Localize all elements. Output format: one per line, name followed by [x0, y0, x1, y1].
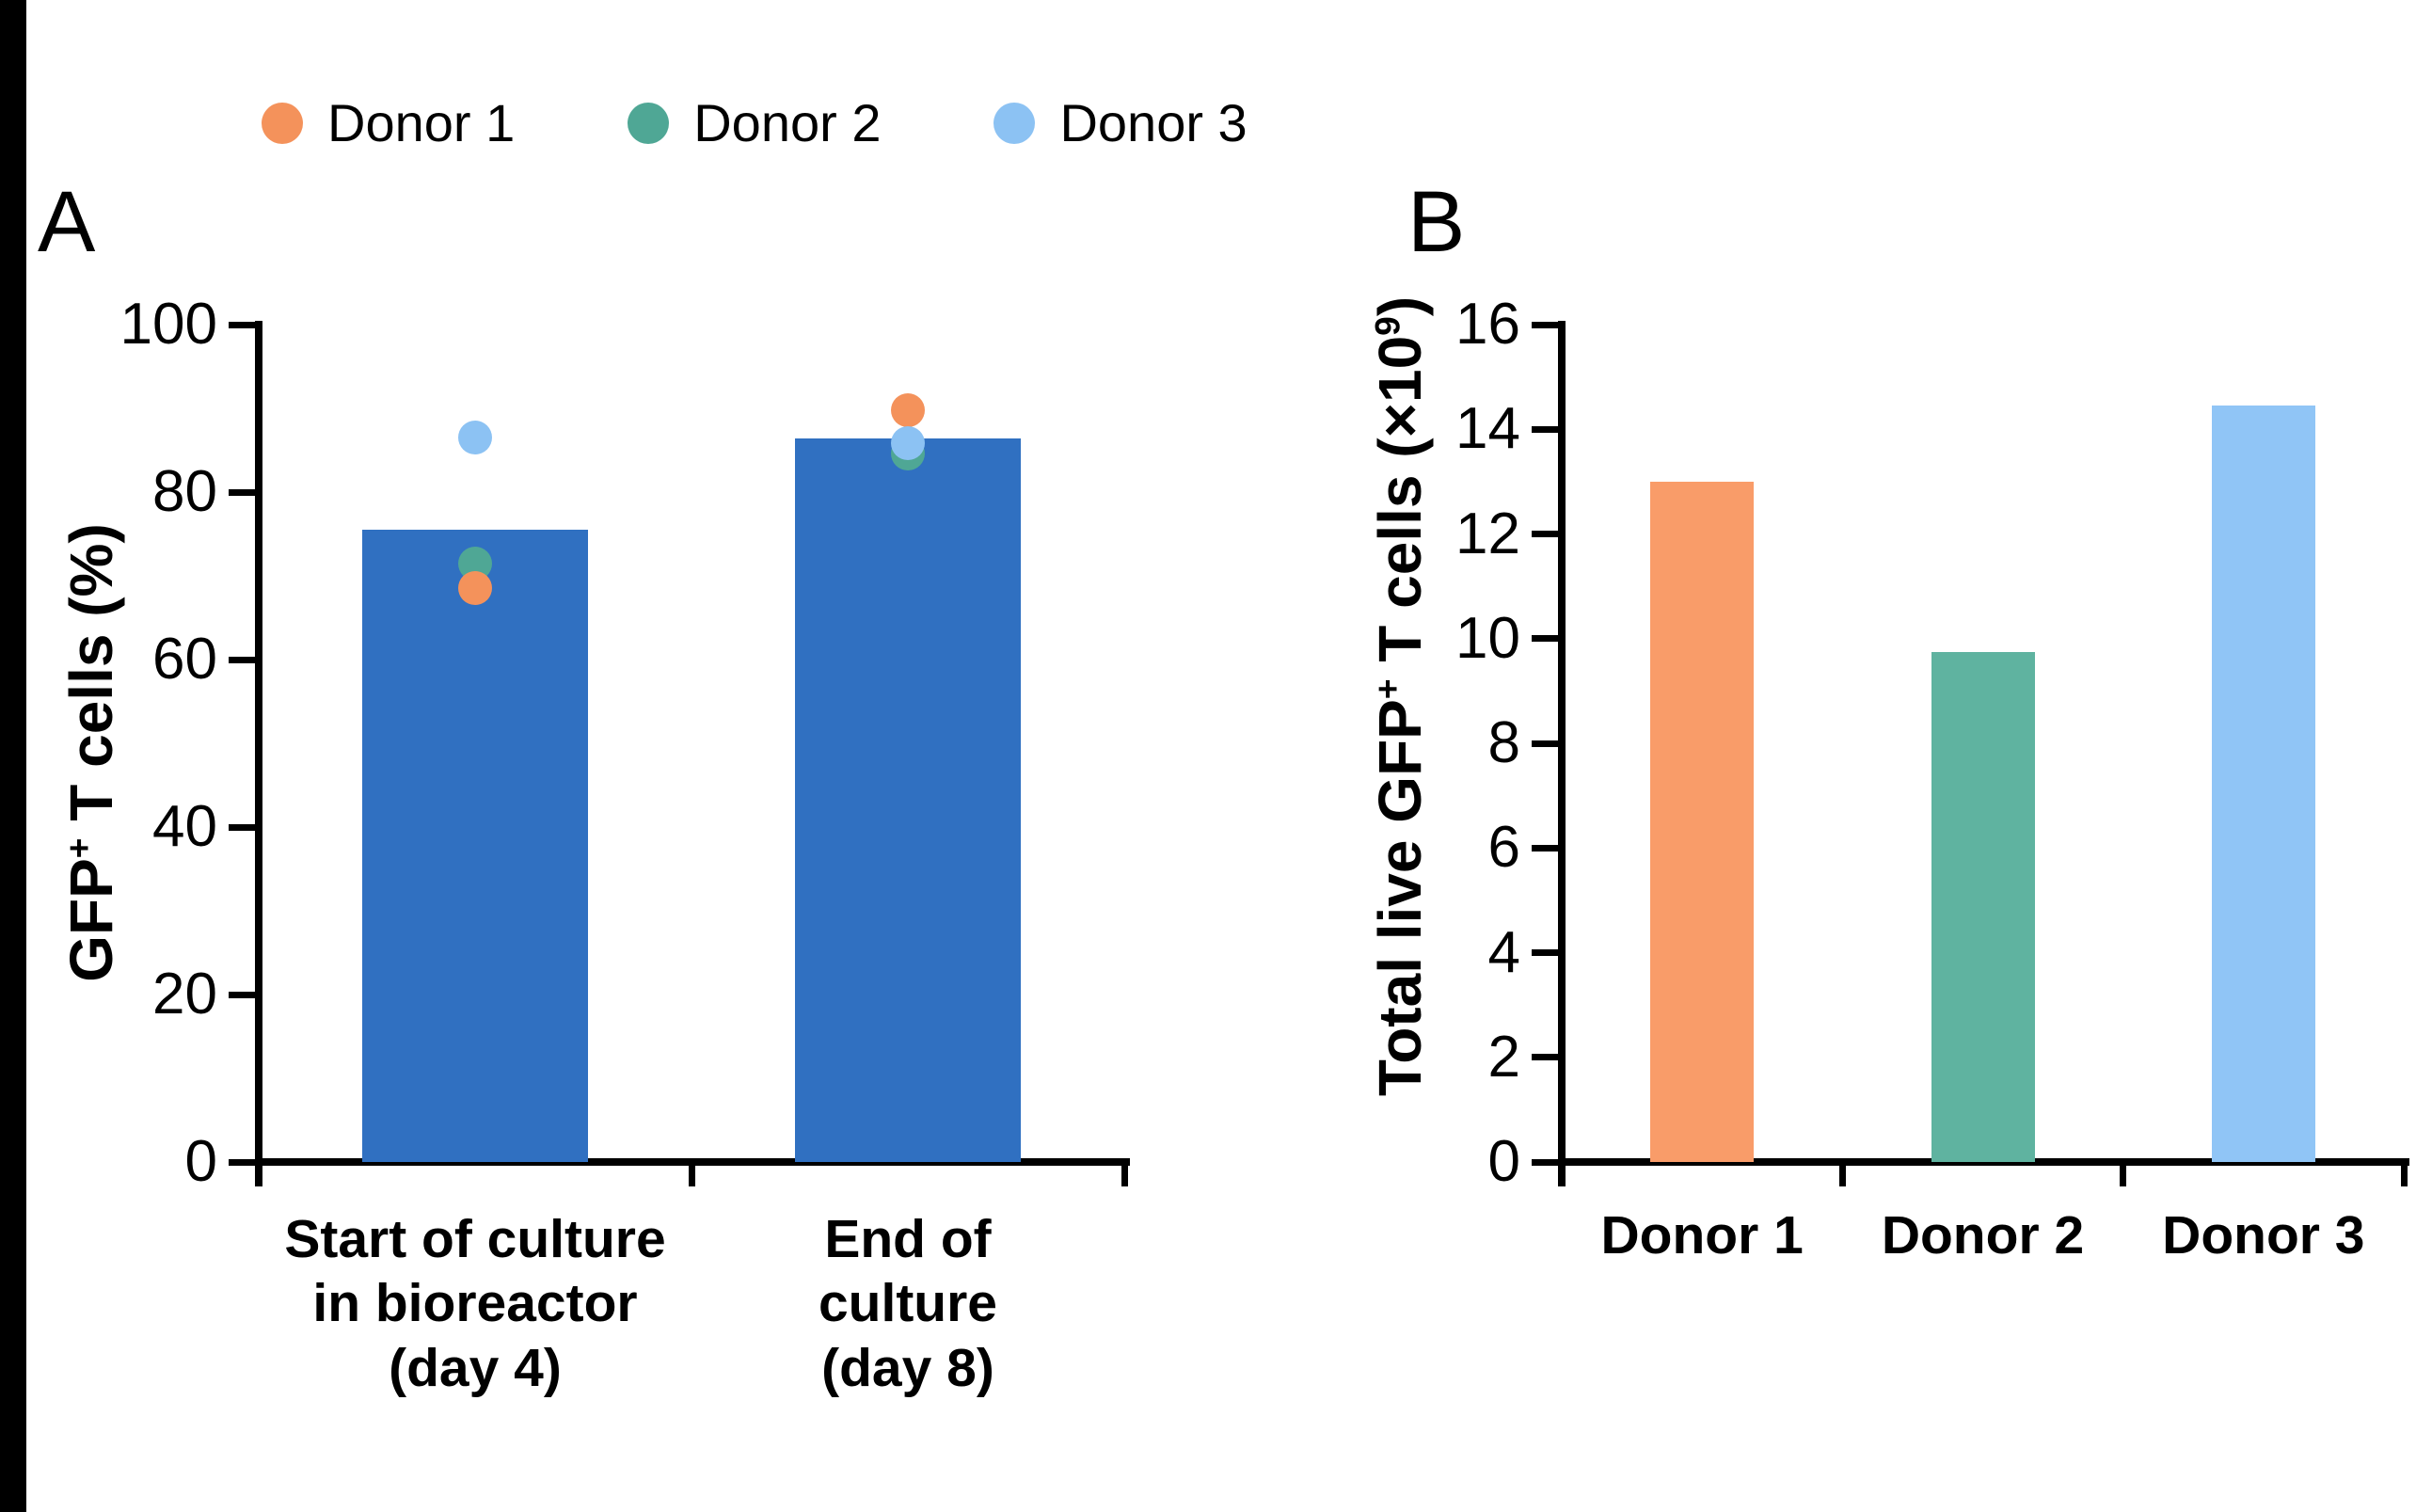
- y-tick: [229, 656, 259, 663]
- legend-item-label: Donor 3: [1059, 93, 1248, 152]
- legend-item: Donor 3: [993, 93, 1248, 152]
- y-tick: [229, 488, 259, 496]
- y-axis-title: GFP+ T cells (%): [57, 523, 125, 982]
- y-tick: [1532, 1054, 1562, 1061]
- y-tick-label: 2: [1487, 1024, 1520, 1090]
- panel-a-chart: 0 20 40 60 80 100 Start of culture in bioreact…: [57, 295, 1130, 1398]
- y-tick: [1532, 531, 1562, 537]
- y-tick-label: 14: [1455, 396, 1520, 462]
- category-label: Start of culture in bioreactor (day 4): [284, 1209, 666, 1398]
- y-axis-title-superscript: +: [1367, 678, 1407, 700]
- y-tick: [1532, 740, 1562, 747]
- data-point: [458, 421, 492, 455]
- data-point: [891, 426, 925, 461]
- data-point: [891, 392, 925, 427]
- y-tick: [1532, 321, 1562, 328]
- y-tick-label: 4: [1487, 919, 1520, 985]
- bar: [2211, 406, 2315, 1162]
- category-label: Donor 2: [1881, 1205, 2085, 1265]
- y-tick-label: 16: [1455, 292, 1520, 357]
- x-tick: [2120, 1158, 2127, 1186]
- y-tick-label: 80: [152, 459, 217, 524]
- y-tick-label: 20: [152, 962, 217, 1027]
- panel-b-letter: B: [1407, 174, 1466, 270]
- x-tick: [1838, 1158, 1846, 1186]
- y-axis-title-text: T cells (%): [57, 523, 125, 838]
- y-tick: [1532, 425, 1562, 433]
- x-tick: [255, 1158, 262, 1186]
- x-tick: [1558, 1158, 1566, 1186]
- bar: [1650, 481, 1755, 1162]
- left-black-strip: [0, 0, 26, 1512]
- y-tick-label: 40: [152, 794, 217, 859]
- legend-marker-icon: [628, 103, 670, 144]
- y-tick: [1532, 949, 1562, 956]
- x-tick: [688, 1158, 695, 1186]
- x-tick: [2400, 1158, 2408, 1186]
- y-tick: [1532, 1158, 1562, 1166]
- y-tick: [229, 991, 259, 998]
- panel-b-chart: 0 2 4 6 8 10 12 14 16 Donor 1 Donor 2 Donor 3 Total …: [1366, 295, 2409, 1265]
- category-label: End of culture (day 8): [818, 1209, 998, 1398]
- legend-item-label: Donor 2: [693, 93, 882, 152]
- y-tick-label: 0: [184, 1129, 217, 1194]
- legend-item-label: Donor 1: [327, 93, 516, 152]
- legend: Donor 1 Donor 2 Donor 3: [262, 97, 1248, 150]
- y-tick-label: 8: [1487, 710, 1520, 775]
- y-axis-title-superscript: +: [58, 837, 99, 859]
- legend-item: Donor 1: [262, 97, 515, 150]
- y-axis-title-superscript: 9: [1367, 316, 1407, 336]
- y-tick-label: 12: [1455, 501, 1520, 566]
- x-tick: [1121, 1158, 1128, 1186]
- panel-a-letter: A: [38, 174, 96, 270]
- data-point: [458, 571, 492, 606]
- y-tick: [1532, 635, 1562, 643]
- y-axis: [1558, 321, 1566, 1186]
- y-tick: [229, 823, 259, 831]
- legend-marker-icon: [993, 103, 1036, 144]
- y-axis: [255, 321, 262, 1186]
- y-tick: [1532, 844, 1562, 851]
- y-axis-title: Total live GFP+ T cells (×109): [1366, 296, 1434, 1096]
- bar: [1931, 651, 2035, 1162]
- legend-item: Donor 2: [628, 97, 881, 150]
- category-label: Donor 1: [1600, 1205, 1804, 1265]
- bar: [795, 438, 1021, 1162]
- y-tick-label: 6: [1487, 815, 1520, 881]
- category-label: Donor 3: [2162, 1205, 2365, 1265]
- y-axis-title-text: ): [1366, 295, 1434, 317]
- y-tick-label: 100: [119, 292, 217, 357]
- y-tick-label: 0: [1487, 1129, 1520, 1194]
- bar: [362, 530, 588, 1162]
- y-axis-title-text: T cells (×10: [1366, 335, 1434, 679]
- legend-marker-icon: [262, 103, 303, 144]
- y-axis-title-text: GFP: [57, 858, 125, 982]
- y-tick-label: 10: [1455, 605, 1520, 671]
- y-tick: [229, 321, 259, 328]
- y-axis-title-text: Total live GFP: [1366, 699, 1434, 1097]
- x-axis: [1558, 1158, 2409, 1166]
- y-tick: [229, 1158, 259, 1166]
- y-tick-label: 60: [152, 627, 217, 692]
